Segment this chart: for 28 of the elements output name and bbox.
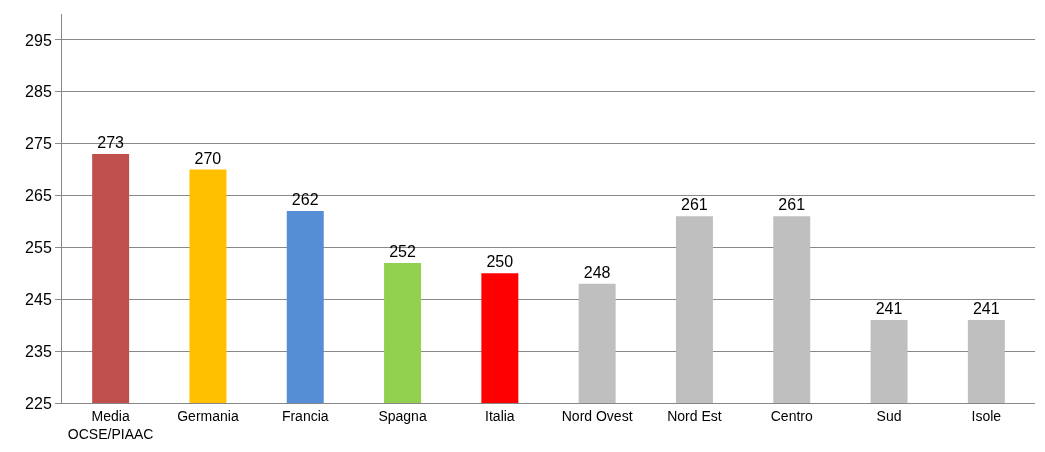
x-tick-label: Media OCSE/PIAAC	[67, 407, 154, 442]
x-tick-label: Germania	[177, 407, 239, 424]
data-label: 241	[875, 300, 903, 318]
data-label: 250	[486, 253, 514, 271]
x-tick-label: Spagna	[378, 407, 427, 424]
x-tick-label: Nord Ovest	[561, 407, 633, 424]
x-tick-label: Sud	[876, 407, 902, 424]
y-tick-label: 285	[25, 83, 52, 101]
y-tick-label: 255	[25, 239, 52, 256]
y-tick-label: 265	[25, 187, 52, 205]
y-tick-label: 245	[25, 290, 52, 308]
data-label: 241	[972, 300, 1000, 318]
y-tick-label: 225	[25, 394, 52, 412]
data-label: 270	[194, 149, 222, 167]
y-tick-label: 275	[25, 135, 52, 153]
x-tick-label: Nord Est	[667, 407, 722, 424]
data-label: 262	[291, 191, 319, 209]
data-label: 252	[389, 242, 416, 260]
data-label: 273	[97, 134, 125, 152]
x-tick-label: Italia	[485, 407, 515, 424]
data-label: 261	[778, 196, 806, 214]
y-tick-label: 295	[25, 31, 52, 49]
x-tick-label: Centro	[770, 407, 813, 424]
x-tick-label: Isole	[971, 407, 1002, 424]
x-tick-label: Francia	[281, 407, 329, 424]
y-tick-label: 235	[25, 342, 52, 360]
data-label: 248	[583, 263, 611, 281]
data-label: 261	[681, 196, 708, 214]
